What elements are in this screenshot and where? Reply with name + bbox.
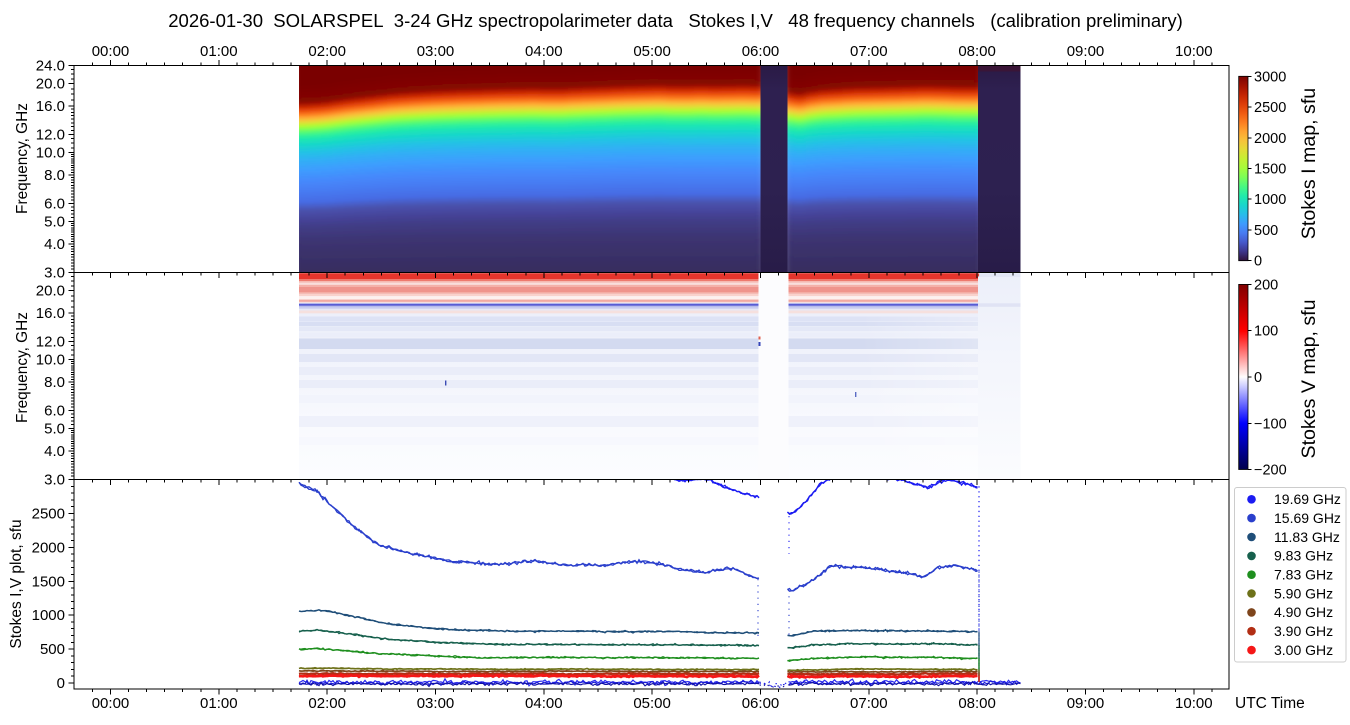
svg-text:2026-01-30 SOLARSPEL 3-24 GH: 2026-01-30 SOLARSPEL 3-24 GHz spectropol… (168, 10, 1183, 31)
svg-text:1500: 1500 (32, 573, 65, 590)
svg-text:02:00: 02:00 (308, 43, 346, 60)
svg-text:Stokes I map, sfu: Stokes I map, sfu (1298, 88, 1320, 239)
svg-text:4.0: 4.0 (44, 236, 65, 253)
svg-text:07:00: 07:00 (850, 43, 888, 60)
svg-text:Frequency, GHz: Frequency, GHz (14, 312, 31, 423)
svg-text:100: 100 (1254, 324, 1278, 340)
svg-text:3.90 GHz: 3.90 GHz (1274, 623, 1333, 639)
svg-text:Stokes V map, sfu: Stokes V map, sfu (1298, 300, 1320, 459)
svg-text:0: 0 (1254, 370, 1262, 386)
svg-text:03:00: 03:00 (417, 43, 455, 60)
svg-text:10:00: 10:00 (1175, 695, 1213, 712)
svg-text:4.0: 4.0 (44, 443, 65, 460)
svg-text:11.83 GHz: 11.83 GHz (1274, 529, 1340, 545)
svg-text:6.0: 6.0 (44, 196, 65, 213)
svg-text:05:00: 05:00 (633, 695, 671, 712)
svg-text:3.0: 3.0 (44, 265, 65, 282)
svg-text:02:00: 02:00 (308, 695, 346, 712)
svg-text:0: 0 (57, 675, 65, 692)
svg-text:01:00: 01:00 (200, 43, 238, 60)
svg-text:04:00: 04:00 (525, 695, 563, 712)
svg-text:8.0: 8.0 (44, 167, 65, 184)
svg-text:8.0: 8.0 (44, 374, 65, 391)
svg-text:16.0: 16.0 (36, 305, 65, 322)
svg-text:1000: 1000 (32, 607, 65, 624)
svg-text:06:00: 06:00 (742, 43, 780, 60)
svg-text:10:00: 10:00 (1175, 43, 1213, 60)
svg-text:10.0: 10.0 (36, 145, 65, 162)
svg-text:2000: 2000 (1254, 131, 1286, 147)
svg-text:12.0: 12.0 (36, 127, 65, 144)
svg-text:01:00: 01:00 (200, 695, 238, 712)
svg-text:5.90 GHz: 5.90 GHz (1274, 585, 1333, 601)
svg-text:20.0: 20.0 (36, 283, 65, 300)
svg-text:24.0: 24.0 (36, 58, 65, 75)
svg-text:500: 500 (40, 641, 65, 658)
svg-text:−200: −200 (1254, 463, 1287, 479)
svg-text:08:00: 08:00 (958, 43, 996, 60)
svg-text:00:00: 00:00 (92, 695, 130, 712)
svg-text:1500: 1500 (1254, 162, 1286, 178)
svg-text:16.0: 16.0 (36, 98, 65, 115)
svg-text:19.69 GHz: 19.69 GHz (1274, 491, 1341, 507)
svg-text:03:00: 03:00 (417, 695, 455, 712)
svg-text:3000: 3000 (1254, 69, 1286, 85)
svg-text:UTC Time: UTC Time (1235, 695, 1305, 712)
svg-text:Stokes I,V plot, sfu: Stokes I,V plot, sfu (8, 519, 25, 648)
svg-text:08:00: 08:00 (958, 695, 996, 712)
svg-text:09:00: 09:00 (1067, 43, 1105, 60)
svg-text:4.90 GHz: 4.90 GHz (1274, 604, 1333, 620)
svg-text:09:00: 09:00 (1067, 695, 1105, 712)
svg-text:6.0: 6.0 (44, 403, 65, 420)
svg-text:0: 0 (1254, 254, 1262, 270)
svg-text:2500: 2500 (32, 505, 65, 522)
svg-text:04:00: 04:00 (525, 43, 563, 60)
svg-text:5.0: 5.0 (44, 214, 65, 231)
svg-text:500: 500 (1254, 223, 1278, 239)
svg-text:05:00: 05:00 (633, 43, 671, 60)
svg-text:5.0: 5.0 (44, 421, 65, 438)
svg-text:3.0: 3.0 (44, 472, 65, 489)
svg-text:Frequency, GHz: Frequency, GHz (14, 103, 31, 214)
svg-text:1000: 1000 (1254, 192, 1286, 208)
svg-text:9.83 GHz: 9.83 GHz (1274, 548, 1333, 564)
svg-text:00:00: 00:00 (92, 43, 130, 60)
svg-text:2000: 2000 (32, 539, 65, 556)
svg-text:12.0: 12.0 (36, 334, 65, 351)
svg-text:06:00: 06:00 (742, 695, 780, 712)
svg-text:−100: −100 (1254, 416, 1287, 432)
svg-text:3.00 GHz: 3.00 GHz (1274, 642, 1333, 658)
svg-text:200: 200 (1254, 277, 1278, 293)
svg-text:15.69 GHz: 15.69 GHz (1274, 510, 1341, 526)
svg-text:07:00: 07:00 (850, 695, 888, 712)
svg-text:7.83 GHz: 7.83 GHz (1274, 567, 1333, 583)
svg-text:2500: 2500 (1254, 100, 1286, 116)
svg-text:10.0: 10.0 (36, 352, 65, 369)
svg-text:20.0: 20.0 (36, 76, 65, 93)
